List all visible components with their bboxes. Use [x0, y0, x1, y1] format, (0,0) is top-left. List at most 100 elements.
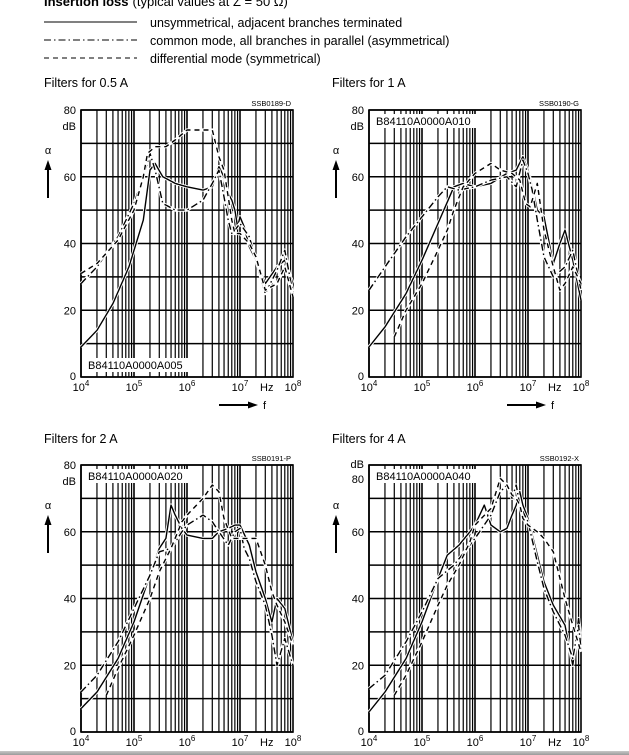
- x-tick-exp: 5: [426, 734, 431, 743]
- x-tick-base: 10: [285, 737, 297, 749]
- figure-code: SSB0191-P: [252, 454, 291, 463]
- x-tick-label: 108: [573, 734, 590, 749]
- x-tick-label: 107: [232, 379, 249, 394]
- part-number-box: [373, 469, 477, 483]
- x-tick-label: 104: [361, 379, 378, 394]
- x-tick-label: 108: [285, 734, 302, 749]
- x-tick-label: 107: [520, 379, 537, 394]
- x-tick-label: 108: [573, 379, 590, 394]
- y-unit-label: dB: [63, 121, 76, 133]
- x-tick-exp: 4: [85, 379, 90, 388]
- y-symbol: α: [45, 500, 52, 512]
- series-solid: [368, 155, 582, 348]
- x-tick-label: 107: [232, 734, 249, 749]
- x-tick-base: 10: [361, 737, 373, 749]
- x-tick-base: 10: [232, 382, 244, 394]
- plot-frame: [368, 464, 582, 733]
- plot-frame: [80, 464, 294, 733]
- part-number-box: [85, 358, 189, 372]
- x-tick-exp: 4: [373, 379, 378, 388]
- x-tick-base: 10: [73, 382, 85, 394]
- x-tick-base: 10: [285, 382, 297, 394]
- x-tick-base: 10: [179, 382, 191, 394]
- y-tick-label: 0: [358, 371, 364, 383]
- x-tick-exp: 7: [244, 734, 249, 743]
- y-tick-label: 40: [352, 239, 364, 251]
- figure-title: Insertion loss (typical values at Z = 50 …: [44, 0, 288, 9]
- legend-label-solid: unsymmetrical, adjacent branches termina…: [150, 16, 402, 30]
- figure-title-bold: Insertion loss: [44, 0, 129, 9]
- x-unit-label: Hz: [548, 382, 561, 394]
- y-tick-label: 80: [64, 105, 76, 117]
- x-unit-label: Hz: [548, 737, 561, 749]
- x-tick-label: 106: [179, 379, 196, 394]
- figure-code: SSB0190-G: [539, 99, 579, 108]
- x-tick-label: 105: [126, 734, 143, 749]
- x-tick-base: 10: [361, 382, 373, 394]
- y-symbol: α: [333, 145, 340, 157]
- plot-frame: [368, 109, 582, 378]
- grid: [368, 464, 581, 733]
- x-symbol: f: [551, 400, 555, 412]
- part-number: B84110A0000A010: [376, 116, 471, 128]
- x-tick-exp: 6: [191, 379, 196, 388]
- y-symbol: α: [333, 500, 340, 512]
- legend-label-dashdot: common mode, all branches in parallel (a…: [150, 34, 449, 48]
- series-dashed: [105, 484, 294, 696]
- part-number-box: [373, 114, 477, 128]
- x-tick-label: 104: [73, 734, 90, 749]
- part-number: B84110A0000A020: [88, 471, 183, 483]
- x-arrow-head: [248, 401, 258, 409]
- legend: unsymmetrical, adjacent branches termina…: [44, 16, 449, 66]
- y-unit-label: dB: [351, 459, 364, 471]
- page-bottom-rule: [0, 751, 629, 755]
- y-arrow-head: [44, 515, 52, 525]
- x-tick-exp: 7: [532, 734, 537, 743]
- y-tick-label: 0: [358, 726, 364, 738]
- header: Insertion loss (typical values at Z = 50 …: [44, 0, 288, 9]
- x-arrow-head: [536, 401, 546, 409]
- y-tick-label: 20: [64, 305, 76, 317]
- x-symbol: f: [263, 400, 267, 412]
- x-tick-exp: 8: [585, 734, 590, 743]
- x-tick-exp: 6: [479, 379, 484, 388]
- x-tick-exp: 8: [585, 379, 590, 388]
- x-tick-base: 10: [414, 737, 426, 749]
- x-tick-exp: 5: [138, 734, 143, 743]
- x-tick-label: 104: [73, 379, 90, 394]
- y-tick-label: 80: [352, 474, 364, 486]
- y-arrow-head: [332, 515, 340, 525]
- y-tick-label: 0: [70, 371, 76, 383]
- y-tick-label: 0: [70, 726, 76, 738]
- x-tick-label: 106: [467, 734, 484, 749]
- x-tick-base: 10: [520, 382, 532, 394]
- x-tick-label: 106: [179, 734, 196, 749]
- x-tick-exp: 5: [426, 379, 431, 388]
- x-tick-exp: 5: [138, 379, 143, 388]
- series-dashed: [393, 477, 582, 696]
- x-unit-label: Hz: [260, 737, 273, 749]
- x-tick-exp: 8: [297, 379, 302, 388]
- x-tick-base: 10: [467, 382, 479, 394]
- y-arrow-head: [44, 160, 52, 170]
- x-tick-exp: 7: [532, 379, 537, 388]
- y-tick-label: 20: [64, 660, 76, 672]
- figure-title-rest: (typical values at Z = 50 Ω): [133, 0, 288, 9]
- plot-frame: [80, 109, 294, 378]
- y-tick-label: 60: [352, 172, 364, 184]
- y-tick-label: 80: [352, 105, 364, 117]
- x-tick-base: 10: [73, 737, 85, 749]
- x-tick-label: 104: [361, 734, 378, 749]
- x-tick-exp: 4: [373, 734, 378, 743]
- x-tick-label: 105: [414, 379, 431, 394]
- y-tick-label: 40: [352, 594, 364, 606]
- legend-label-dashed: differential mode (symmetrical): [150, 52, 321, 66]
- x-tick-label: 105: [126, 379, 143, 394]
- y-tick-label: 20: [352, 305, 364, 317]
- x-tick-label: 108: [285, 379, 302, 394]
- x-tick-base: 10: [520, 737, 532, 749]
- x-tick-exp: 4: [85, 734, 90, 743]
